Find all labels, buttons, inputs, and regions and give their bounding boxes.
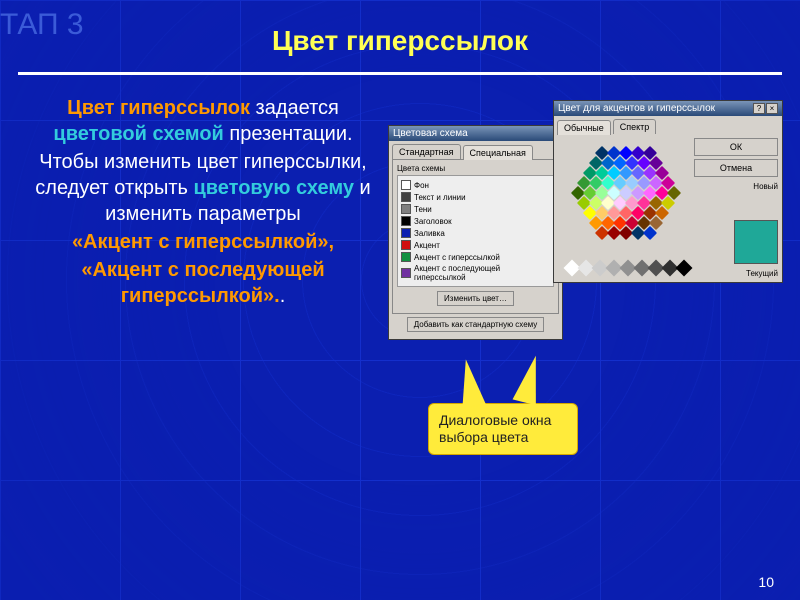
close-icon[interactable]: × [766,103,778,114]
color-swatch [401,216,411,226]
color-swatch [401,180,411,190]
color-swatch [401,228,411,238]
color-swatch [401,192,411,202]
callout: Диалоговые окна выбора цвета [428,403,578,455]
body-text: Цвет гиперссылок задается цветовой схемо… [18,95,388,311]
callout-arrow-icon [513,353,548,405]
dialog1-titlebar[interactable]: Цветовая схема [389,126,562,141]
scheme-group-label: Цвета схемы [397,164,554,173]
tab-standard[interactable]: Стандартная [392,144,461,159]
scheme-item-label: Акцент с гиперссылкой [414,253,500,262]
scheme-item-label: Акцент [414,241,440,250]
scheme-item-label: Фон [414,181,429,190]
current-color-label: Текущий [694,269,778,278]
color-swatch [401,204,411,214]
help-icon[interactable]: ? [753,103,765,114]
new-color-label: Новый [694,182,778,191]
color-swatch [401,240,411,250]
color-swatch [401,252,411,262]
slide-title: Цвет гиперссылок [0,0,800,57]
color-preview [734,220,778,264]
color-swatch [401,268,411,278]
hexagon-color-picker[interactable] [558,138,688,278]
scheme-list: Фон Текст и линии Тени Заголовок Заливка Акце… [397,175,554,287]
dialog2-title: Цвет для акцентов и гиперссылок [558,103,715,114]
slide-number: 10 [758,574,774,590]
tab-special[interactable]: Специальная [463,145,533,160]
dialog2-titlebar[interactable]: Цвет для акцентов и гиперссылок ?× [554,101,782,116]
ok-button[interactable]: ОК [694,138,778,156]
scheme-item[interactable]: Акцент [401,239,550,251]
scheme-item[interactable]: Акцент с последующей гиперссылкой [401,263,550,283]
scheme-item-label: Тени [414,205,432,214]
scheme-item[interactable]: Тени [401,203,550,215]
scheme-item-label: Текст и линии [414,193,466,202]
scheme-item[interactable]: Заголовок [401,215,550,227]
color-scheme-dialog: Цветовая схема Стандартная Специальная Ц… [388,125,563,340]
scheme-item-label: Заливка [414,229,445,238]
scheme-item[interactable]: Заливка [401,227,550,239]
change-color-button[interactable]: Изменить цвет… [437,291,514,306]
scheme-item-label: Акцент с последующей гиперссылкой [414,264,550,282]
scheme-item-label: Заголовок [414,217,452,226]
callout-arrow-icon [454,357,486,408]
tab-regular[interactable]: Обычные [557,120,611,135]
step-label: ТАП 3 [0,8,84,42]
color-cell[interactable] [676,260,693,277]
scheme-item[interactable]: Текст и линии [401,191,550,203]
tab-spectrum[interactable]: Спектр [613,119,657,134]
scheme-item[interactable]: Фон [401,179,550,191]
color-picker-dialog: Цвет для акцентов и гиперссылок ?× Обычн… [553,100,783,283]
cancel-button[interactable]: Отмена [694,159,778,177]
dialog1-title: Цветовая схема [393,128,468,139]
add-standard-scheme-button[interactable]: Добавить как стандартную схему [407,317,545,332]
scheme-item[interactable]: Акцент с гиперссылкой [401,251,550,263]
callout-text: Диалоговые окна выбора цвета [428,403,578,455]
